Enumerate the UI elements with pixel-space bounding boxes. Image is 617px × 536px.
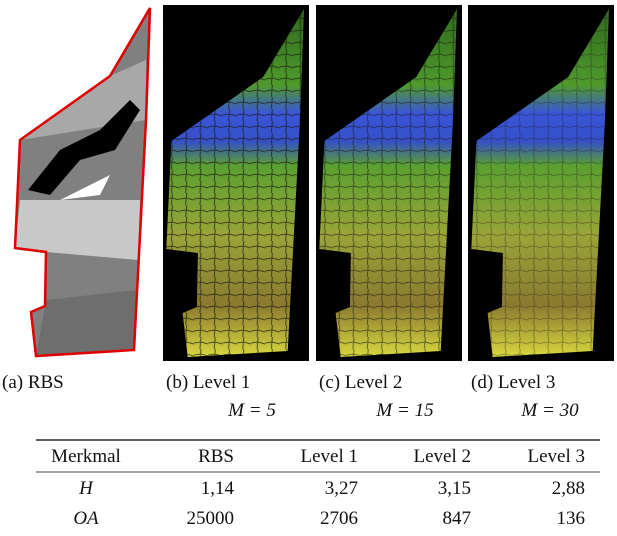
table-cell: 136 (557, 508, 586, 529)
caption: (a) RBS (2, 372, 64, 393)
table-cell: 2706 (320, 508, 358, 529)
level1-image (163, 5, 309, 361)
caption-param: M = 5 (227, 400, 276, 421)
table-header: Level 3 (527, 446, 585, 467)
table-cell: 25000 (187, 508, 235, 529)
caption: (c) Level 2 (319, 372, 402, 393)
caption: (d) Level 3 (471, 372, 555, 393)
table-cell: 847 (443, 508, 472, 529)
table-header: RBS (198, 446, 234, 467)
table-cell: 3,15 (438, 478, 471, 499)
table-cell: OA (73, 508, 99, 529)
table-header: Level 2 (413, 446, 471, 467)
table-header: Level 1 (300, 446, 358, 467)
caption: (b) Level 1 (166, 372, 250, 393)
table-header: Merkmal (51, 446, 121, 467)
table-cell: 3,27 (325, 478, 358, 499)
rbs-image (13, 6, 152, 358)
table-cell: 2,88 (552, 478, 585, 499)
table-cell: 1,14 (201, 478, 235, 499)
table-cell: H (78, 478, 94, 499)
level2-image (316, 5, 462, 361)
caption-param: M = 30 (520, 400, 579, 421)
level3-image (468, 5, 614, 361)
caption-param: M = 15 (375, 400, 433, 421)
